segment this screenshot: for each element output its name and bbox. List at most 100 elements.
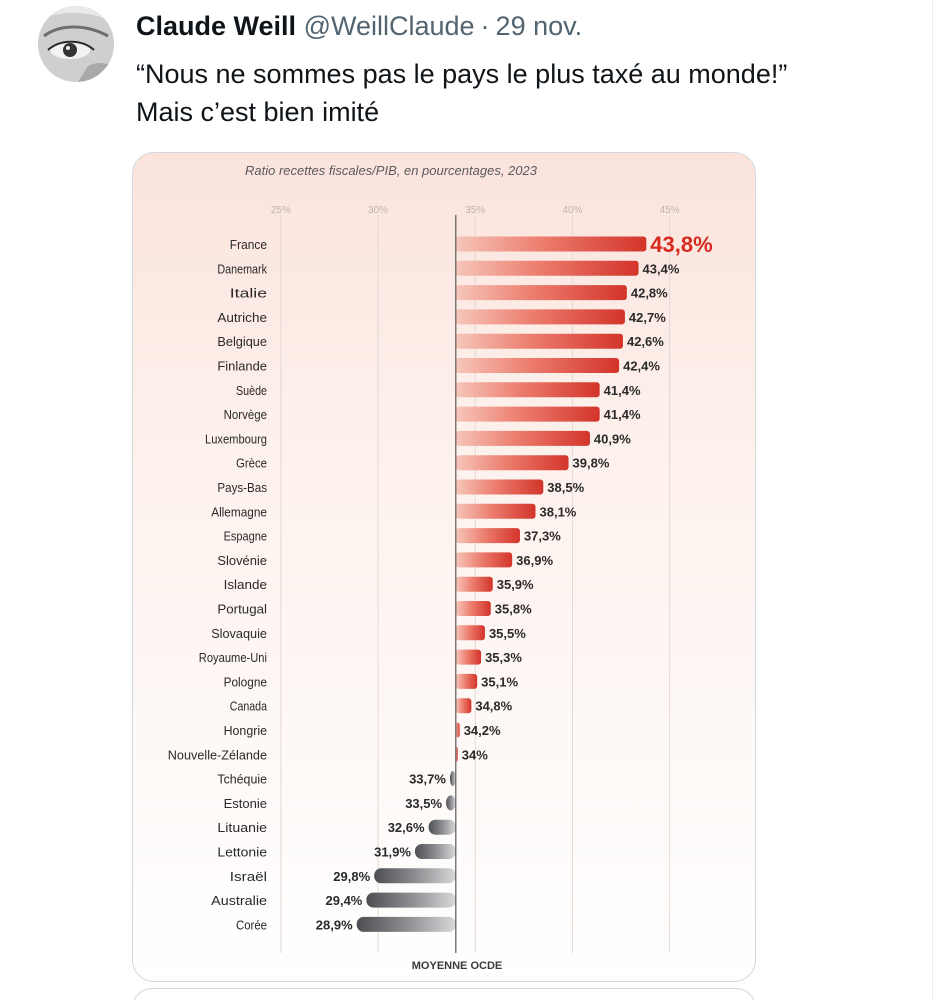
category-label: Estonie <box>224 796 267 811</box>
category-label: Norvège <box>224 407 267 422</box>
category-label: Australie <box>211 893 267 908</box>
value-label: 41,4% <box>604 383 641 398</box>
labels: France 43,8% Danemark 43,4% Italie 42,8% Autri… <box>168 232 713 932</box>
bar <box>455 309 625 325</box>
bar <box>455 236 647 252</box>
category-label: Tchéquie <box>217 772 267 787</box>
value-label: 38,5% <box>547 480 584 495</box>
value-label: 35,8% <box>495 602 532 617</box>
category-label: Allemagne <box>211 504 267 519</box>
tax-ratio-chart: Ratio recettes fiscales/PIB, en pourcent… <box>168 163 713 972</box>
bar <box>366 892 456 908</box>
next-tweet-card[interactable] <box>132 988 756 1000</box>
tweet-image[interactable]: Ratio recettes fiscales/PIB, en pourcent… <box>132 152 756 982</box>
value-label: 32,6% <box>388 820 425 835</box>
value-label: 35,3% <box>485 650 522 665</box>
reference-layer: MOYENNE OCDE <box>412 215 502 972</box>
value-label: 42,6% <box>627 334 664 349</box>
value-label: 39,8% <box>573 456 610 471</box>
value-label: 34,2% <box>464 723 501 738</box>
category-label: Lituanie <box>217 820 267 835</box>
author-handle[interactable]: @WeillClaude <box>303 11 475 41</box>
tweet-header: Claude Weill @WeillClaude · 29 nov. <box>136 8 582 44</box>
bar <box>449 771 456 787</box>
bar <box>446 795 456 811</box>
chart-title: Ratio recettes fiscales/PIB, en pourcent… <box>245 163 538 178</box>
bar <box>455 601 491 616</box>
category-label: France <box>230 237 267 252</box>
category-label: Danemark <box>217 261 267 276</box>
category-label: Islande <box>224 577 267 592</box>
bar <box>414 844 456 859</box>
category-label: Luxembourg <box>205 431 267 446</box>
bar <box>428 819 456 835</box>
bar <box>455 260 639 276</box>
average-line-label: MOYENNE OCDE <box>412 960 502 972</box>
bar <box>455 333 623 349</box>
category-label: Espagne <box>224 529 267 544</box>
bar <box>455 406 600 422</box>
value-label: 28,9% <box>316 917 353 932</box>
value-label: 33,5% <box>405 796 442 811</box>
category-label: Nouvelle-Zélande <box>168 747 267 762</box>
category-label: Autriche <box>217 310 267 325</box>
category-label: Belgique <box>217 334 267 349</box>
bar <box>455 479 544 495</box>
category-label: Slovénie <box>217 553 267 568</box>
value-label: 42,4% <box>623 359 660 374</box>
value-label: 38,1% <box>540 504 577 519</box>
value-label: 33,7% <box>409 772 446 787</box>
category-label: Italie <box>230 286 267 301</box>
category-label: Hongrie <box>224 723 267 738</box>
value-label: 41,4% <box>604 407 641 422</box>
tweet-date[interactable]: 29 nov. <box>495 11 583 41</box>
bar <box>455 528 520 544</box>
category-label: Lettonie <box>217 845 267 860</box>
value-label: 40,9% <box>594 431 631 446</box>
category-label: Portugal <box>217 602 267 617</box>
bar <box>455 552 513 568</box>
bar <box>455 576 493 592</box>
tweet-text-line: “Nous ne sommes pas le pays le plus taxé… <box>136 59 788 89</box>
x-tick-label: 40% <box>562 205 582 216</box>
separator-dot: · <box>480 11 490 41</box>
category-label: Pays-Bas <box>217 480 267 495</box>
x-tick-label: 45% <box>660 205 680 216</box>
bars <box>356 236 647 932</box>
avatar[interactable] <box>38 6 114 82</box>
value-label: 43,4% <box>643 261 680 276</box>
bar <box>356 916 456 932</box>
bar <box>455 503 536 519</box>
bar <box>455 382 600 398</box>
bar <box>455 698 472 714</box>
category-label: Corée <box>236 917 267 932</box>
value-label: 43,8% <box>650 232 712 257</box>
value-label: 29,4% <box>326 893 363 908</box>
value-label: 35,5% <box>489 626 526 641</box>
value-label: 36,9% <box>516 553 553 568</box>
bar <box>374 868 456 884</box>
tweet-text-line: Mais c’est bien imité <box>136 97 380 127</box>
category-label: Grèce <box>236 456 267 471</box>
category-label: Pologne <box>224 674 267 689</box>
x-tick-label: 30% <box>368 205 388 216</box>
category-label: Israël <box>230 869 267 884</box>
value-label: 35,1% <box>481 674 518 689</box>
value-label: 42,7% <box>629 310 666 325</box>
bar <box>455 285 627 301</box>
category-label: Royaume-Uni <box>199 650 267 665</box>
value-label: 42,8% <box>631 286 668 301</box>
bar <box>455 649 482 665</box>
value-label: 34,8% <box>475 699 512 714</box>
value-label: 31,9% <box>374 845 411 860</box>
value-label: 29,8% <box>333 869 370 884</box>
avatar-photo <box>38 6 114 82</box>
author-name[interactable]: Claude Weill <box>136 11 297 41</box>
x-tick-label: 35% <box>465 205 485 216</box>
value-label: 35,9% <box>497 577 534 592</box>
value-label: 37,3% <box>524 529 561 544</box>
category-label: Canada <box>230 699 268 714</box>
x-tick-label: 25% <box>271 205 291 216</box>
bar <box>455 673 478 689</box>
timeline-divider <box>932 0 933 1000</box>
